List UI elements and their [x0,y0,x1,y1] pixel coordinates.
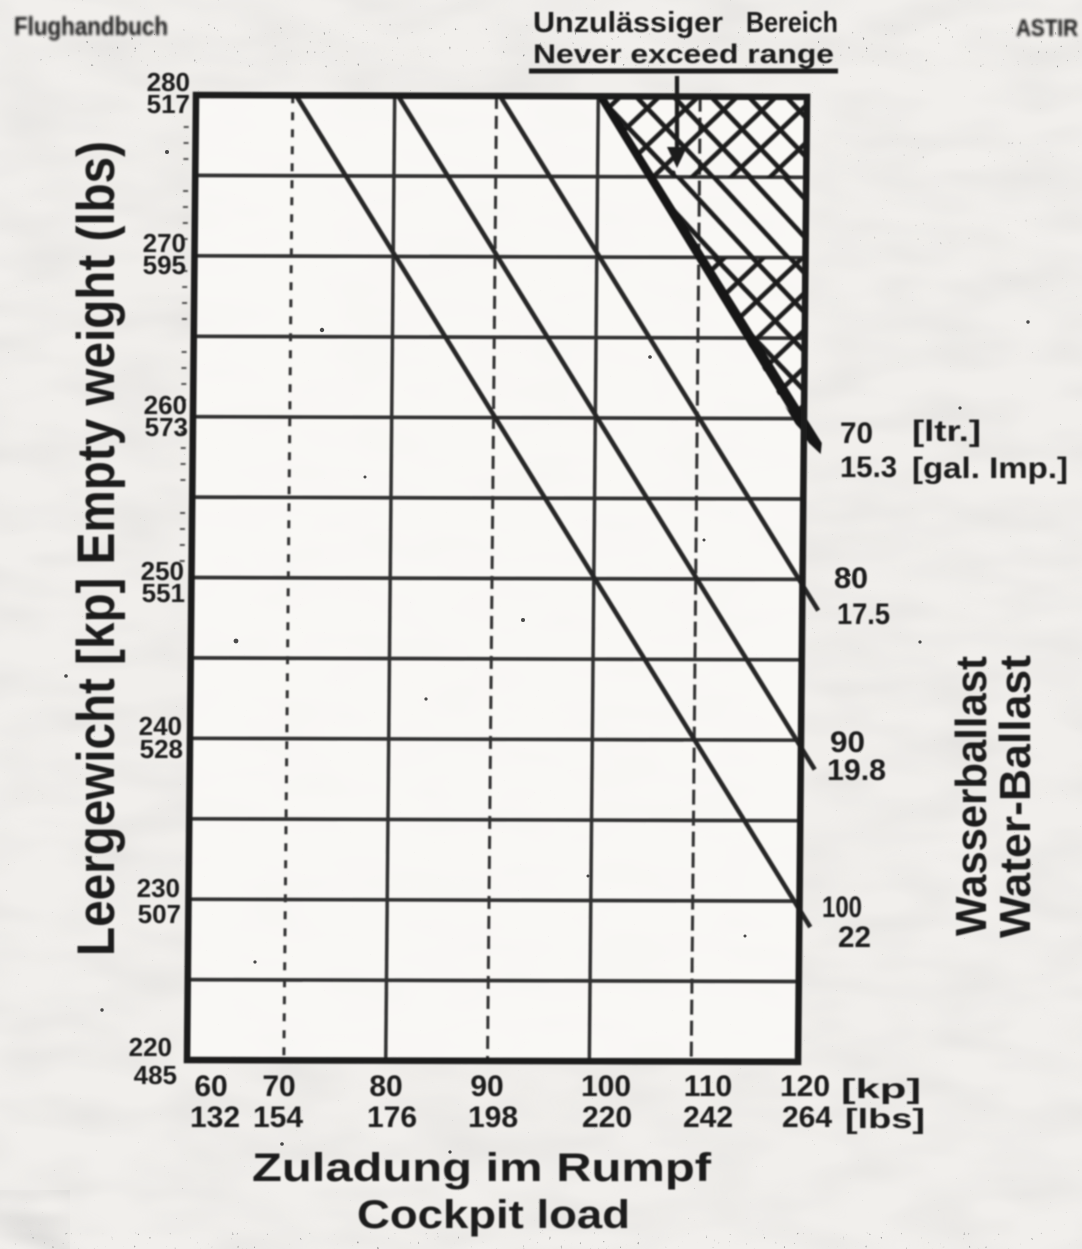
svg-text:220: 220 [129,1032,172,1062]
svg-text:220: 220 [582,1101,632,1134]
svg-text:Leergewicht [kp] Empty weight: Leergewicht [kp] Empty weight (lbs) [67,141,126,956]
svg-text:Bereich: Bereich [746,7,838,39]
svg-text:19.8: 19.8 [827,754,886,787]
svg-text:260: 260 [144,390,187,420]
svg-text:198: 198 [468,1101,518,1134]
svg-text:[kp]: [kp] [841,1073,921,1104]
svg-text:90: 90 [830,726,865,759]
svg-text:120: 120 [780,1070,830,1103]
svg-text:154: 154 [253,1101,303,1134]
svg-text:230: 230 [137,873,180,903]
svg-text:22: 22 [838,921,871,954]
svg-text:110: 110 [684,1070,732,1103]
svg-text:100: 100 [581,1070,631,1103]
svg-text:485: 485 [134,1060,177,1090]
svg-text:595: 595 [143,250,186,280]
svg-text:242: 242 [683,1101,733,1134]
svg-text:250: 250 [141,556,184,586]
svg-text:264: 264 [782,1101,832,1134]
svg-text:17.5: 17.5 [837,598,890,631]
svg-text:[gal. Imp.]: [gal. Imp.] [912,452,1068,485]
svg-text:Zuladung im Rumpf: Zuladung im Rumpf [252,1146,712,1190]
svg-text:507: 507 [138,899,181,929]
svg-text:100: 100 [822,891,862,924]
svg-text:573: 573 [145,412,188,442]
svg-text:[lbs]: [lbs] [845,1103,925,1134]
svg-text:240: 240 [139,711,182,741]
svg-text:80: 80 [369,1070,402,1103]
svg-text:80: 80 [834,562,868,595]
svg-text:60: 60 [194,1070,227,1103]
svg-text:280: 280 [147,67,190,97]
svg-text:90: 90 [470,1070,503,1103]
svg-text:Wasserballast: Wasserballast [947,656,996,936]
svg-text:Unzulässiger: Unzulässiger [533,7,723,39]
svg-text:517: 517 [147,89,190,119]
svg-text:528: 528 [140,734,183,764]
svg-text:70: 70 [262,1070,295,1103]
svg-text:176: 176 [367,1101,417,1134]
svg-text:Flughandbuch: Flughandbuch [14,11,168,41]
svg-text:270: 270 [143,228,186,258]
svg-text:[ltr.]: [ltr.] [912,415,981,448]
svg-text:70: 70 [840,417,873,450]
svg-text:Water-Ballast: Water-Ballast [991,655,1040,938]
svg-text:551: 551 [142,578,185,608]
svg-text:15.3: 15.3 [840,451,897,484]
svg-text:Cockpit load: Cockpit load [357,1193,630,1237]
svg-text:ASTIR: ASTIR [1016,15,1078,42]
svg-text:Never exceed range: Never exceed range [533,39,834,69]
svg-text:132: 132 [190,1101,240,1134]
